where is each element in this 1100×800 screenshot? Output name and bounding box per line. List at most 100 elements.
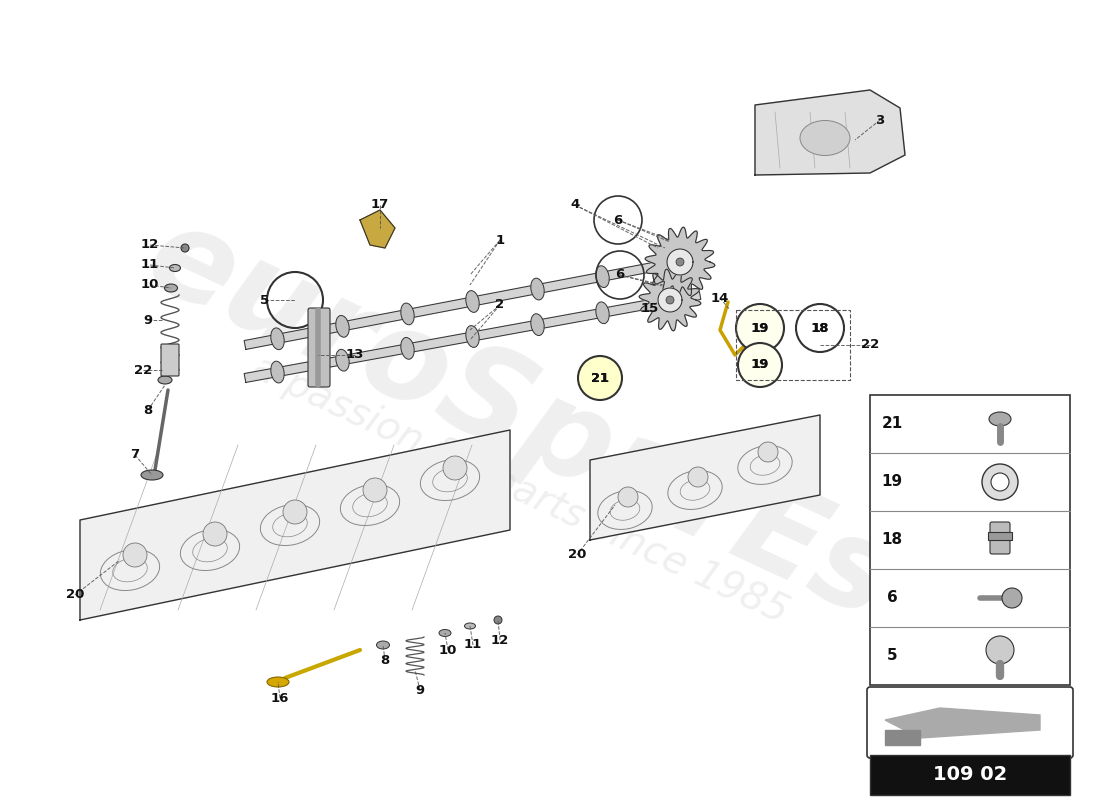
- Text: 19: 19: [881, 474, 903, 490]
- Text: 10: 10: [141, 278, 160, 291]
- Text: 3: 3: [876, 114, 884, 126]
- Text: 19: 19: [751, 322, 769, 334]
- Polygon shape: [755, 90, 905, 175]
- Polygon shape: [667, 249, 693, 275]
- Ellipse shape: [336, 315, 349, 338]
- Circle shape: [986, 636, 1014, 664]
- Text: 18: 18: [812, 322, 828, 334]
- Text: 17: 17: [371, 198, 389, 211]
- Text: 9: 9: [416, 683, 425, 697]
- Text: 18: 18: [811, 322, 829, 334]
- Ellipse shape: [169, 265, 180, 271]
- Text: 14: 14: [711, 291, 729, 305]
- Circle shape: [443, 456, 468, 480]
- Text: 11: 11: [464, 638, 482, 651]
- Text: 5: 5: [261, 294, 270, 306]
- FancyBboxPatch shape: [867, 687, 1072, 758]
- Text: 6: 6: [615, 269, 625, 282]
- Circle shape: [991, 473, 1009, 491]
- Ellipse shape: [531, 314, 544, 335]
- Text: 21: 21: [591, 371, 609, 385]
- Text: 21: 21: [592, 371, 608, 385]
- Ellipse shape: [989, 412, 1011, 426]
- Text: 10: 10: [439, 643, 458, 657]
- Ellipse shape: [271, 328, 284, 350]
- Text: 22: 22: [134, 363, 152, 377]
- Polygon shape: [244, 254, 701, 350]
- FancyBboxPatch shape: [870, 395, 1070, 685]
- Circle shape: [618, 487, 638, 507]
- Circle shape: [182, 244, 189, 252]
- Circle shape: [796, 304, 844, 352]
- Text: 20: 20: [568, 549, 586, 562]
- Ellipse shape: [464, 623, 475, 629]
- Ellipse shape: [596, 266, 609, 287]
- Text: 20: 20: [66, 589, 85, 602]
- FancyBboxPatch shape: [161, 344, 179, 376]
- Polygon shape: [639, 270, 701, 331]
- Ellipse shape: [158, 376, 172, 384]
- Text: 19: 19: [751, 358, 769, 371]
- Text: 7: 7: [131, 449, 140, 462]
- Circle shape: [738, 343, 782, 387]
- Text: 19: 19: [751, 322, 769, 334]
- Ellipse shape: [271, 361, 284, 383]
- FancyBboxPatch shape: [988, 532, 1012, 540]
- Circle shape: [982, 464, 1018, 500]
- Text: 21: 21: [881, 417, 903, 431]
- Circle shape: [736, 304, 784, 352]
- Text: 5: 5: [887, 649, 898, 663]
- Circle shape: [578, 356, 621, 400]
- Ellipse shape: [141, 470, 163, 480]
- Circle shape: [123, 543, 147, 567]
- Polygon shape: [658, 288, 682, 312]
- Text: 1: 1: [495, 234, 505, 246]
- Circle shape: [758, 442, 778, 462]
- Ellipse shape: [800, 121, 850, 155]
- Circle shape: [676, 258, 684, 266]
- Text: a passion for parts since 1985: a passion for parts since 1985: [246, 349, 794, 631]
- Text: 15: 15: [641, 302, 659, 314]
- Ellipse shape: [661, 254, 674, 275]
- Text: 13: 13: [345, 349, 364, 362]
- Text: euroSparEs: euroSparEs: [129, 194, 911, 646]
- Text: 2: 2: [495, 298, 505, 311]
- Polygon shape: [244, 290, 701, 382]
- Text: 6: 6: [614, 214, 623, 226]
- Text: 18: 18: [881, 533, 903, 547]
- Ellipse shape: [400, 338, 415, 359]
- Text: 12: 12: [491, 634, 509, 646]
- Polygon shape: [886, 708, 1040, 738]
- Ellipse shape: [596, 302, 609, 324]
- Text: 8: 8: [143, 403, 153, 417]
- Ellipse shape: [400, 303, 415, 325]
- FancyBboxPatch shape: [308, 308, 330, 387]
- Text: 4: 4: [571, 198, 580, 211]
- Ellipse shape: [376, 641, 389, 649]
- Text: 16: 16: [271, 691, 289, 705]
- Circle shape: [363, 478, 387, 502]
- Text: 6: 6: [887, 590, 898, 606]
- Text: 19: 19: [751, 358, 769, 371]
- Ellipse shape: [267, 677, 289, 687]
- Ellipse shape: [531, 278, 544, 300]
- FancyBboxPatch shape: [990, 522, 1010, 554]
- Circle shape: [494, 616, 502, 624]
- Text: 9: 9: [143, 314, 153, 326]
- Text: 8: 8: [381, 654, 389, 666]
- Circle shape: [204, 522, 227, 546]
- Polygon shape: [886, 730, 920, 745]
- Ellipse shape: [165, 284, 177, 292]
- Polygon shape: [360, 210, 395, 248]
- Circle shape: [666, 296, 674, 304]
- Text: 11: 11: [141, 258, 160, 271]
- Ellipse shape: [661, 290, 674, 312]
- Text: 12: 12: [141, 238, 160, 251]
- Polygon shape: [590, 415, 820, 540]
- Text: 109 02: 109 02: [933, 766, 1008, 785]
- Ellipse shape: [336, 350, 349, 371]
- Polygon shape: [80, 430, 510, 620]
- Ellipse shape: [465, 290, 480, 312]
- Text: 22: 22: [861, 338, 879, 351]
- Ellipse shape: [465, 326, 480, 347]
